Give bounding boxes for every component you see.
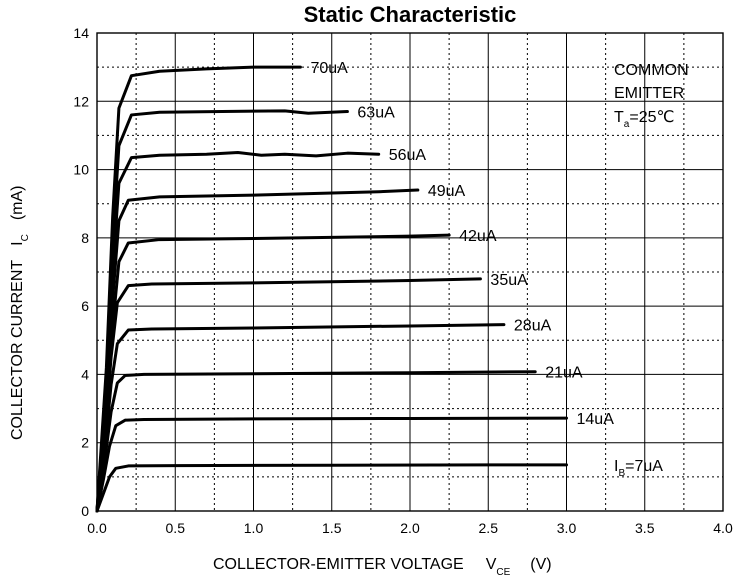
x-tick-label: 2.0 bbox=[400, 520, 420, 536]
x-tick-label: 3.5 bbox=[635, 520, 655, 536]
curves bbox=[95, 65, 568, 513]
x-tick-label: 4.0 bbox=[713, 520, 733, 536]
x-tick-label: 1.5 bbox=[322, 520, 342, 536]
curve-35uA bbox=[95, 277, 482, 513]
grid bbox=[96, 32, 724, 512]
curve-label-42uA: 42uA bbox=[459, 228, 497, 245]
curve-label-56uA: 56uA bbox=[389, 147, 427, 164]
curve-label-35uA: 35uA bbox=[490, 272, 528, 289]
x-tick-label: 0.0 bbox=[87, 520, 107, 536]
y-tick-label: 2 bbox=[81, 435, 89, 451]
curve-label-63uA: 63uA bbox=[357, 105, 395, 122]
annotation-temp: Ta=25℃ bbox=[614, 109, 674, 130]
annotation: COMMON EMITTER Ta=25℃ bbox=[614, 62, 689, 130]
y-axis-label: COLLECTOR CURRENTIC(mA) bbox=[9, 185, 31, 440]
curve-label-49uA: 49uA bbox=[428, 183, 466, 200]
curve-21uA bbox=[95, 370, 537, 513]
curve-63uA bbox=[95, 109, 349, 513]
y-tick-label: 6 bbox=[81, 298, 89, 314]
y-tick-label: 4 bbox=[81, 366, 89, 382]
curve-label-28uA: 28uA bbox=[514, 318, 552, 335]
x-tick-label: 3.0 bbox=[557, 520, 577, 536]
x-tick-label: 2.5 bbox=[479, 520, 499, 536]
y-tick-label: 0 bbox=[81, 503, 89, 519]
curve-label-7uA: IB=7uA bbox=[614, 458, 663, 479]
y-tick-labels: 0 2 4 6 8 10 12 14 bbox=[73, 25, 89, 519]
x-tick-labels: 0.0 0.5 1.0 1.5 2.0 2.5 3.0 3.5 4.0 bbox=[87, 520, 733, 536]
curve-labels: IB=7uA 14uA 21uA 28uA 35uA 42uA 49uA 56uA 63uA 70… bbox=[310, 60, 663, 479]
chart-title: Static Characteristic bbox=[304, 2, 517, 27]
annotation-line2: EMITTER bbox=[614, 85, 684, 102]
curve-56uA bbox=[95, 151, 381, 513]
y-tick-label: 14 bbox=[73, 25, 89, 41]
y-tick-label: 10 bbox=[73, 162, 89, 178]
curve-label-14uA: 14uA bbox=[577, 411, 615, 428]
curve-70uA bbox=[95, 65, 302, 513]
curve-label-70uA: 70uA bbox=[310, 60, 348, 77]
curve-label-21uA: 21uA bbox=[545, 365, 583, 382]
x-tick-label: 1.0 bbox=[244, 520, 264, 536]
annotation-line1: COMMON bbox=[614, 62, 689, 79]
curve-14uA bbox=[95, 416, 568, 513]
x-axis-label: COLLECTOR-EMITTER VOLTAGE VCE (V) bbox=[213, 556, 552, 578]
curve-7uA bbox=[95, 463, 568, 513]
y-tick-label: 12 bbox=[73, 93, 89, 109]
x-tick-label: 0.5 bbox=[166, 520, 186, 536]
plot-frame bbox=[96, 32, 724, 512]
y-tick-label: 8 bbox=[81, 230, 89, 246]
